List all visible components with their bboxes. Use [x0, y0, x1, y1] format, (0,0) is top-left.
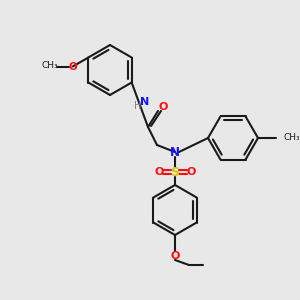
Text: S: S — [170, 166, 179, 178]
Text: O: O — [68, 61, 77, 71]
Text: CH₃: CH₃ — [283, 134, 300, 142]
Text: N: N — [140, 97, 149, 107]
Text: O: O — [186, 167, 196, 177]
Text: N: N — [170, 146, 180, 158]
Text: O: O — [154, 167, 164, 177]
Text: O: O — [158, 102, 168, 112]
Text: H: H — [134, 101, 142, 111]
Text: O: O — [170, 251, 180, 261]
Text: CH₃: CH₃ — [41, 61, 58, 70]
